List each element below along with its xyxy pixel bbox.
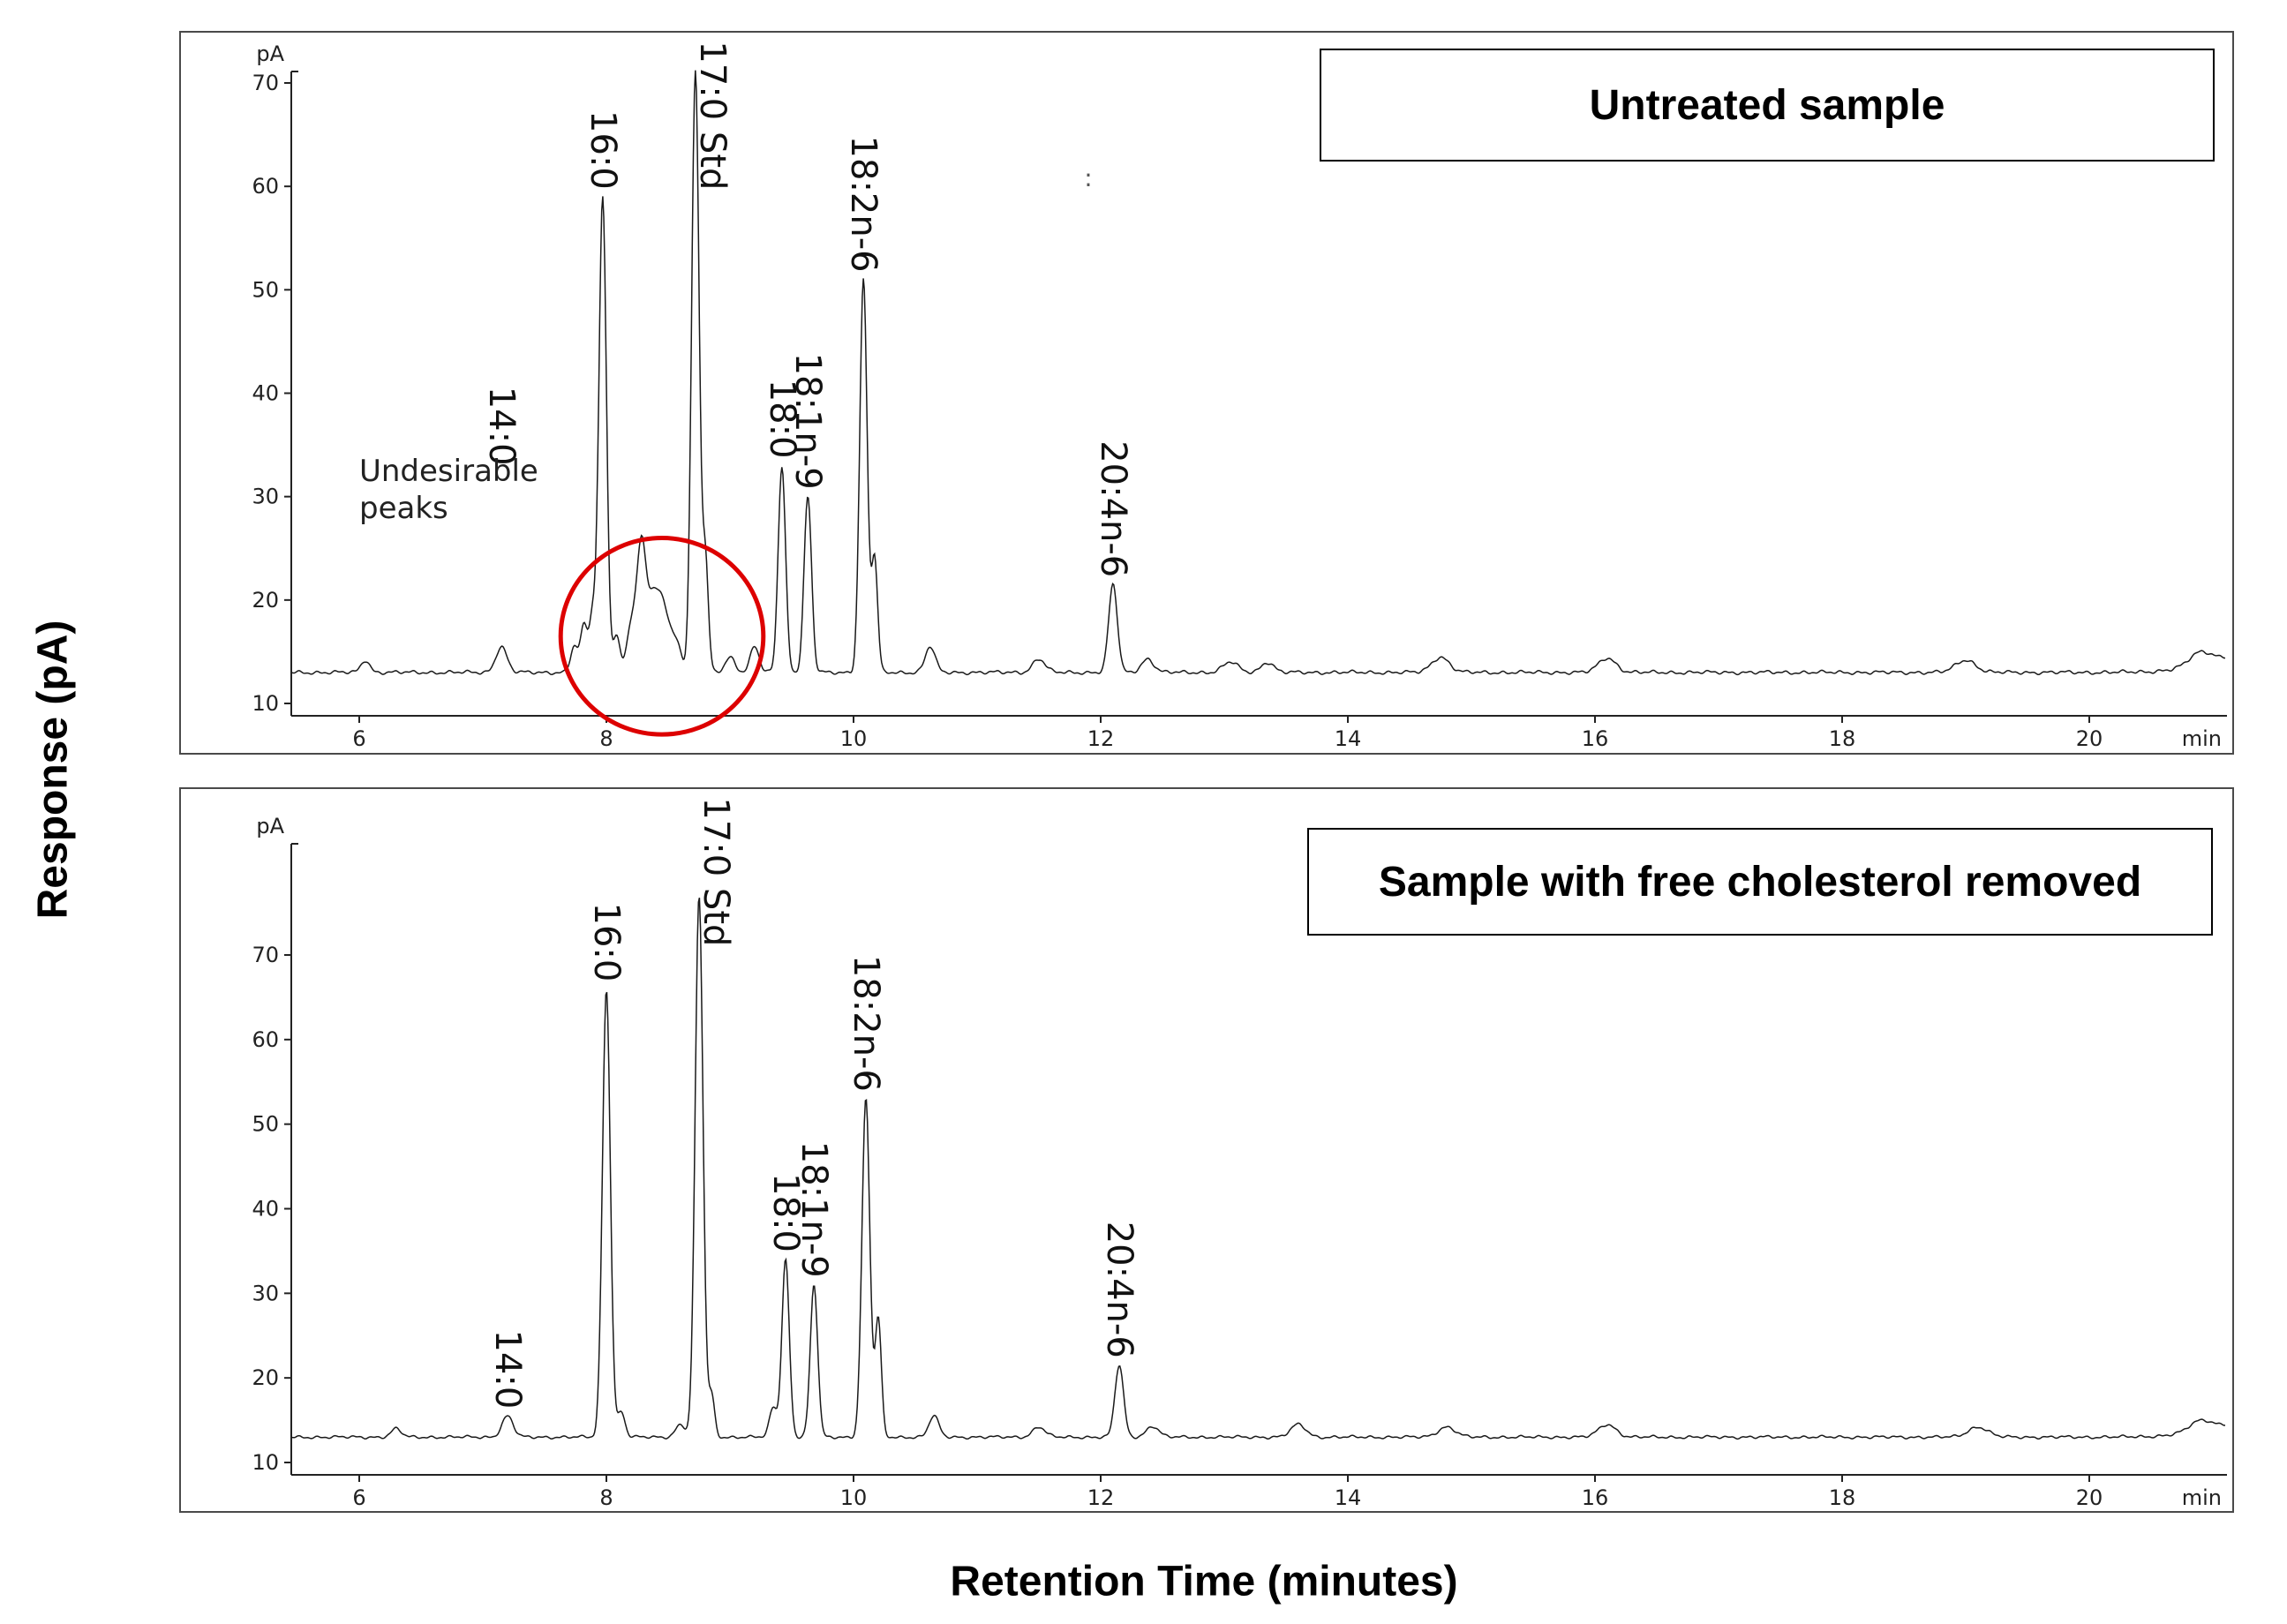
x-axis-label: Retention Time (minutes) (950, 1558, 1458, 1605)
chromatogram-trace (290, 70, 2226, 676)
peak-label: 14:0 (481, 387, 522, 466)
peak-label: 16:0 (586, 903, 627, 982)
x-tick-label: 10 (840, 1485, 868, 1510)
y-tick-label: 60 (252, 1027, 279, 1052)
y-tick-label: 30 (252, 1281, 279, 1305)
y-tick-label: 70 (252, 71, 279, 95)
x-tick-label: 10 (840, 726, 868, 751)
y-tick-label: 20 (252, 1365, 279, 1390)
y-tick-label: 40 (252, 381, 279, 406)
x-tick-label: 16 (1582, 726, 1609, 751)
panel-title-treated: Sample with free cholesterol removed (1378, 858, 2142, 906)
x-tick-label: 12 (1087, 1485, 1115, 1510)
x-tick-label: 18 (1829, 726, 1856, 751)
peak-label: 17:0 Std (692, 41, 733, 190)
peak-label: 18:0 (762, 380, 802, 459)
x-unit-label: min (2182, 726, 2222, 751)
x-tick-label: 6 (352, 1485, 365, 1510)
x-tick-label: 18 (1829, 1485, 1856, 1510)
x-tick-label: 14 (1335, 726, 1362, 751)
y-tick-label: 40 (252, 1197, 279, 1222)
chromatogram-trace (290, 898, 2226, 1440)
undesirable-peaks-annotation: Undesirable (359, 454, 538, 489)
y-tick-label: 10 (252, 691, 279, 716)
y-tick-label: 50 (252, 1112, 279, 1137)
x-unit-label: min (2182, 1485, 2222, 1510)
peak-label: 16:0 (583, 110, 623, 190)
title-box-untreated: Untreated sample (1320, 49, 2215, 162)
stray-mark: : (1084, 163, 1092, 192)
chromatogram-treated-plot: 10 20 30 40 50 60 70 pA 6 8 10 12 14 16 18 20 min 14:0 16:… (252, 797, 2227, 1510)
peak-label: 20:4n-6 (1093, 440, 1133, 577)
title-box-treated: Sample with free cholesterol removed (1307, 828, 2213, 936)
y-tick-label: 30 (252, 485, 279, 509)
y-tick-label: 70 (252, 943, 279, 967)
peak-label: 18:1n-9 (794, 1141, 834, 1278)
chromatogram-panel-treated: 10 20 30 40 50 60 70 pA 6 8 10 12 14 16 18 20 min 14:0 16:… (179, 787, 2234, 1513)
x-tick-label: 12 (1087, 726, 1115, 751)
peak-label: 18:1n-9 (787, 353, 828, 490)
y-tick-label: 50 (252, 277, 279, 302)
panel-title-untreated: Untreated sample (1589, 81, 1945, 129)
x-tick-label: 14 (1335, 1485, 1362, 1510)
x-tick-label: 20 (2076, 726, 2103, 751)
x-tick-label: 20 (2076, 1485, 2103, 1510)
peak-label: 18:0 (765, 1173, 806, 1252)
peak-label: 17:0 Std (696, 797, 736, 946)
y-tick-label: 60 (252, 174, 279, 199)
y-unit-label: pA (256, 41, 284, 66)
peak-label: 18:2n-6 (843, 136, 884, 273)
peak-label: 14:0 (487, 1329, 528, 1409)
undesirable-peaks-annotation: peaks (359, 491, 448, 526)
x-tick-label: 8 (599, 1485, 613, 1510)
chromatogram-untreated-plot: 10 20 30 40 50 60 70 pA 6 8 10 12 14 16 18 20 min 14:0 16:… (252, 41, 2227, 751)
y-tick-label: 10 (252, 1450, 279, 1475)
y-tick-label: 20 (252, 588, 279, 613)
peak-label: 20:4n-6 (1099, 1222, 1140, 1358)
undesirable-peaks-ellipse (558, 536, 766, 737)
peak-label: 18:2n-6 (846, 955, 886, 1092)
y-unit-label: pA (256, 814, 284, 838)
x-tick-label: 8 (599, 726, 613, 751)
x-tick-label: 16 (1582, 1485, 1609, 1510)
y-axis-label: Response (pA) (29, 620, 77, 920)
x-tick-label: 6 (352, 726, 365, 751)
chromatogram-panel-untreated: 10 20 30 40 50 60 70 pA 6 8 10 12 14 16 18 20 min 14:0 16:… (179, 31, 2234, 755)
